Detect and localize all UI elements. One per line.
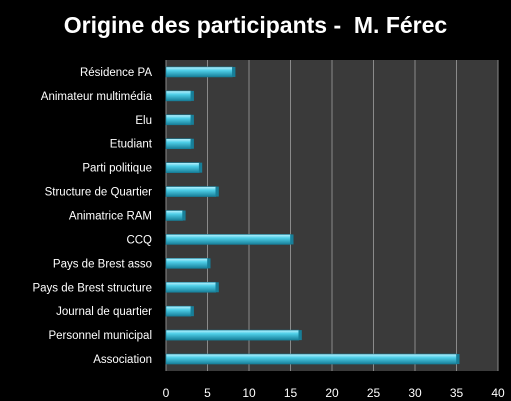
bar-end-cap (298, 330, 302, 341)
bars (165, 66, 460, 365)
bar-end-cap (190, 306, 194, 317)
bar-end-cap (215, 282, 219, 293)
bar (165, 305, 192, 317)
bar (165, 329, 300, 341)
category-label: Personnel municipal (48, 330, 152, 342)
bar-end-cap (215, 186, 219, 197)
bar (165, 186, 217, 197)
bar-end-cap (190, 138, 194, 149)
category-label: Animateur multimédia (41, 91, 153, 103)
category-label: Etudiant (110, 139, 153, 151)
bar-end-cap (190, 90, 194, 101)
bar (165, 353, 457, 365)
bar-end-cap (207, 258, 211, 269)
bar-end-cap (232, 66, 236, 77)
category-label: Journal de quartier (56, 306, 152, 318)
bar-end-cap (190, 114, 194, 125)
bar-end-cap (290, 234, 294, 245)
x-tick-label: 15 (284, 386, 298, 400)
bar (165, 66, 233, 78)
x-tick-label: 30 (408, 386, 422, 400)
x-tick-label: 5 (204, 386, 211, 400)
category-label: Elu (135, 115, 152, 127)
grid-lines (165, 60, 499, 371)
category-label: Résidence PA (80, 67, 152, 79)
x-tick-label: 0 (163, 386, 170, 400)
category-label: Structure de Quartier (45, 187, 153, 199)
x-tick-label: 10 (242, 386, 256, 400)
bar-end-cap (199, 162, 203, 173)
bar (165, 114, 192, 126)
bar (165, 138, 192, 150)
bar (165, 210, 183, 221)
category-label: Pays de Brest structure (32, 282, 152, 294)
x-tick-label: 25 (367, 386, 381, 400)
x-tick-labels: 0 5 10 15 20 25 30 35 40 (163, 386, 505, 400)
bar-end-cap (182, 210, 186, 221)
x-tick-label: 35 (450, 386, 464, 400)
x-tick-label: 40 (491, 386, 505, 400)
bar (165, 258, 208, 269)
category-label: CCQ (126, 234, 152, 246)
category-labels: Résidence PA Animateur multimédia Elu Etudi… (32, 67, 152, 366)
category-label: Parti politique (82, 163, 152, 175)
category-label: Association (93, 354, 152, 366)
bar (165, 162, 200, 173)
chart-title: Origine des participants - M. Férec (63, 12, 448, 38)
bar (165, 281, 217, 293)
category-label: Animatrice RAM (69, 211, 152, 223)
x-tick-label: 20 (325, 386, 339, 400)
category-label: Pays de Brest asso (53, 258, 152, 270)
bar (165, 234, 291, 245)
bar (165, 90, 192, 102)
bar-end-cap (456, 354, 460, 365)
